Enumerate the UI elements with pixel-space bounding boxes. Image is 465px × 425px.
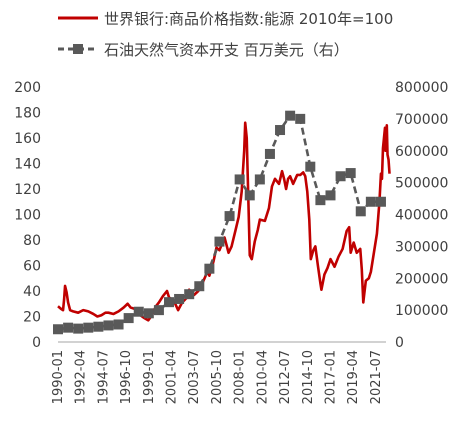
capex-point — [153, 305, 164, 316]
capex-point — [234, 174, 245, 185]
capex-point — [325, 190, 336, 201]
x-tick-label: 1992-04 — [74, 350, 89, 404]
capex-point — [224, 211, 235, 222]
y-right-tick-label: 300000 — [395, 239, 448, 255]
y-left-tick-label: 120 — [14, 182, 41, 198]
x-tick-label: 2012-07 — [278, 350, 293, 404]
capex-point — [335, 171, 346, 182]
y-right-tick-label: 700000 — [395, 112, 448, 128]
y-left-tick-label: 200 — [14, 80, 41, 96]
capex-point — [133, 306, 144, 317]
x-tick-label: 1999-01 — [142, 350, 157, 404]
capex-point — [53, 324, 63, 335]
capex-point — [214, 236, 225, 247]
x-tick-label: 2021-07 — [369, 350, 384, 404]
capex-point — [285, 110, 296, 121]
y-left-tick-label: 60 — [23, 259, 41, 275]
y-right-tick-label: 0 — [395, 335, 404, 351]
y-right-tick-label: 200000 — [395, 271, 448, 287]
x-tick-label: 1994-07 — [96, 350, 111, 404]
capex-point — [164, 297, 175, 308]
y-left-tick-label: 40 — [23, 284, 41, 300]
x-tick-label: 1996-10 — [119, 350, 134, 404]
legend: 世界银行:商品价格指数:能源 2010年=100 石油天然气资本开支 百万美元（… — [58, 10, 393, 59]
x-tick-label: 2019-04 — [346, 350, 361, 404]
capex-point — [204, 263, 215, 274]
capex-point — [254, 174, 265, 185]
capex-point — [143, 308, 154, 319]
capex-point — [355, 206, 366, 217]
series-line-energy-index — [57, 121, 391, 322]
capex-point — [63, 322, 74, 333]
capex-point — [375, 196, 386, 207]
capex-point — [184, 289, 195, 300]
legend-marker-capex — [73, 44, 83, 54]
y-right-tick-label: 400000 — [395, 208, 448, 224]
x-tick-label: 2003-07 — [187, 350, 202, 404]
capex-point — [73, 323, 84, 334]
y-right-tick-label: 500000 — [395, 176, 448, 192]
capex-point — [264, 148, 275, 159]
capex-point — [123, 313, 134, 324]
capex-point — [345, 168, 356, 179]
y-left-tick-label: 140 — [14, 157, 41, 173]
legend-label-energy-index: 世界银行:商品价格指数:能源 2010年=100 — [104, 10, 393, 28]
capex-point — [174, 293, 185, 304]
capex-point — [275, 125, 286, 136]
x-tick-label: 2017-01 — [323, 350, 338, 404]
capex-point — [244, 190, 255, 201]
x-tick-label: 2010-04 — [255, 350, 270, 404]
series-layer — [53, 110, 391, 335]
capex-point — [194, 281, 205, 292]
series-line-capex — [57, 114, 381, 331]
y-left-tick-label: 160 — [14, 131, 41, 147]
y-left-tick-label: 100 — [14, 208, 41, 224]
x-tick-label: 2001-04 — [165, 350, 180, 404]
capex-point — [103, 320, 114, 331]
capex-point — [305, 161, 316, 172]
y-left-tick-label: 20 — [23, 310, 41, 326]
axis-layer: 0 20 40 60 80 100 120 140 160 180 200 0 100000 200000… — [14, 80, 448, 404]
capex-point — [93, 321, 104, 332]
capex-point — [315, 195, 326, 206]
x-tick-label: 1990-01 — [51, 350, 66, 404]
capex-point — [113, 319, 124, 330]
capex-point — [365, 196, 376, 207]
x-tick-label: 2005-10 — [210, 350, 225, 404]
capex-point — [295, 113, 306, 124]
y-left-tick-label: 0 — [32, 335, 41, 351]
y-right-tick-label: 600000 — [395, 144, 448, 160]
legend-label-capex: 石油天然气资本开支 百万美元（右） — [104, 41, 349, 59]
capex-point — [83, 322, 94, 333]
y-right-tick-label: 800000 — [395, 80, 448, 96]
y-left-tick-label: 80 — [23, 233, 41, 249]
x-tick-label: 2008-01 — [233, 350, 248, 404]
x-tick-label: 2014-10 — [301, 350, 316, 404]
y-right-tick-label: 100000 — [395, 303, 448, 319]
y-left-tick-label: 180 — [14, 106, 41, 122]
